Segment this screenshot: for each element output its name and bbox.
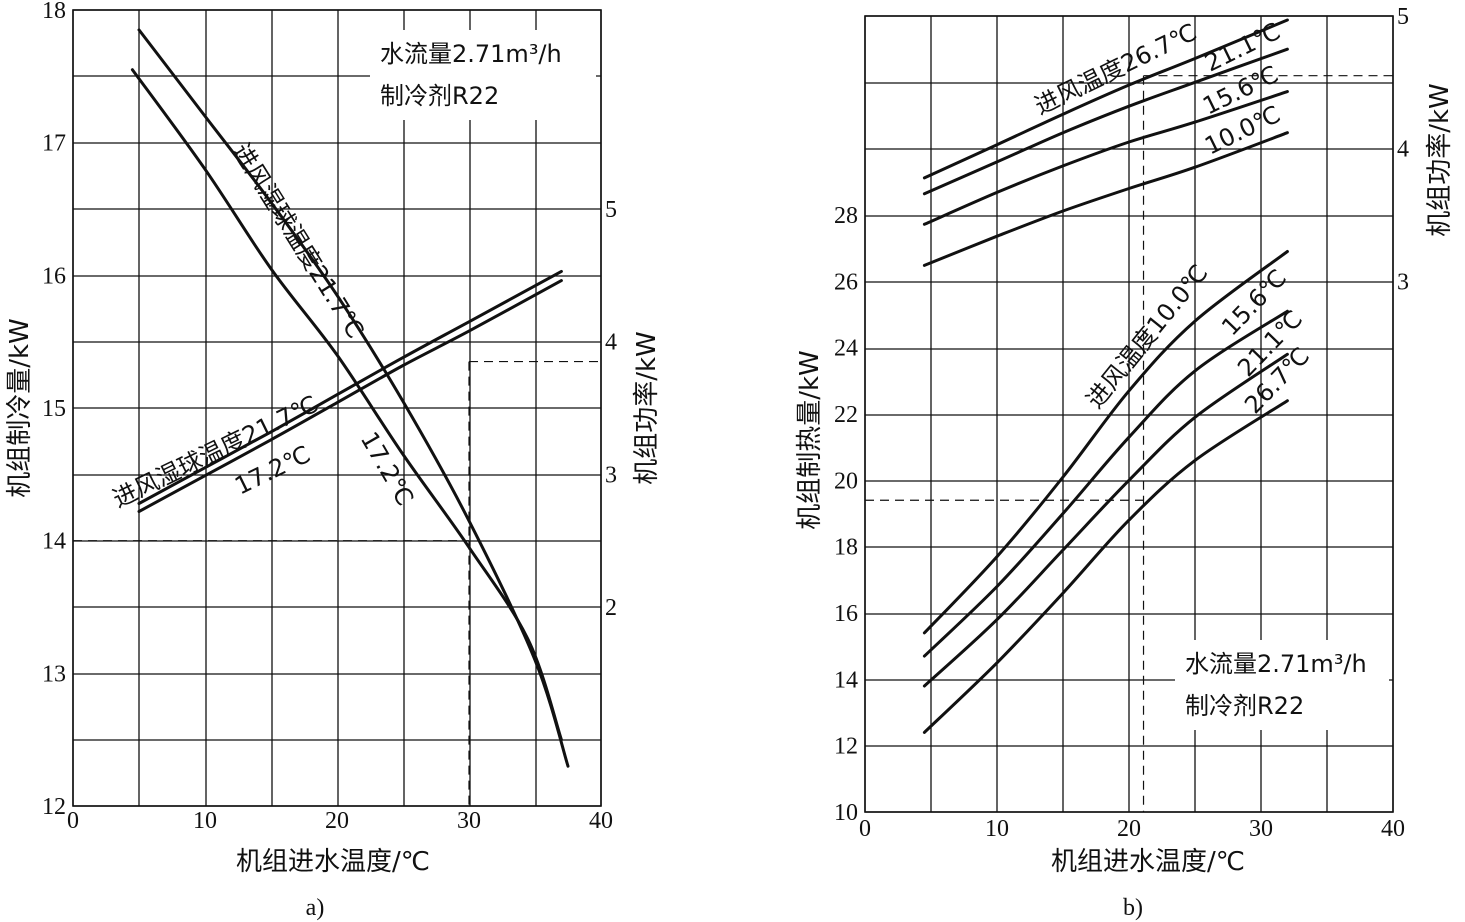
series-line-2 [922,309,1289,658]
y-tick-label: 16 [834,601,858,627]
curve-label-2: 17.2℃ [355,427,419,511]
info-box-line-2: 制冷剂R22 [1185,692,1304,720]
y-tick-label: 24 [834,336,858,362]
y2-axis-title: 机组功率/kW [1425,83,1455,237]
info-box-background [370,30,596,120]
x-tick-label: 30 [1249,816,1273,842]
curve-label-1: 进风湿球温度21.7℃ [227,138,370,343]
series-line-5 [922,18,1289,180]
x-tick-label: 40 [1381,816,1405,842]
y-tick-label: 14 [834,667,858,693]
y2-tick-label: 3 [1397,269,1409,295]
plot-frame [72,9,602,807]
series-line-7 [922,90,1289,226]
x-axis-title: 机组进水温度/℃ [1051,847,1245,877]
series-line-3 [137,269,563,505]
series-line-4 [922,399,1289,734]
y-tick-label: 15 [42,396,66,422]
y-axis-title: 机组制热量/kW [795,350,825,530]
series-line-2 [130,68,563,742]
x-tick-label: 0 [67,808,79,834]
x-tick-label: 0 [859,816,871,842]
y-tick-label: 18 [42,0,66,24]
x-tick-label: 40 [589,808,613,834]
y-tick-label: 17 [42,131,66,157]
chart-a: 水流量2.71m³/h制冷剂R22进风湿球温度21.7℃17.2℃进风湿球温度2… [5,0,662,921]
y2-tick-label: 2 [605,595,617,621]
y-tick-label: 12 [834,734,858,760]
series-line-6 [922,47,1289,196]
series-line-1 [922,250,1289,635]
x-tick-label: 10 [985,816,1009,842]
y-tick-label: 20 [834,468,858,494]
series-line-4 [137,279,563,513]
plot-frame [864,15,1394,813]
curve-label-1: 进风温度26.7℃ [1030,18,1201,120]
y2-axis-title: 机组功率/kW [632,331,662,485]
panel-label: b) [1123,895,1143,921]
y2-tick-label: 3 [605,462,617,488]
x-axis-title: 机组进水温度/℃ [236,847,430,877]
x-tick-label: 20 [325,808,349,834]
y-tick-label: 18 [834,535,858,561]
y-tick-label: 28 [834,203,858,229]
y-tick-label: 16 [42,263,66,289]
y-axis-title: 机组制冷量/kW [5,318,35,498]
info-box-background [1175,640,1389,730]
y2-tick-label: 4 [605,330,617,356]
info-box-line-1: 水流量2.71m³/h [380,40,562,68]
series-line-3 [922,352,1289,688]
y-tick-label: 10 [834,800,858,826]
y-tick-label: 14 [42,529,66,555]
x-tick-label: 10 [193,808,217,834]
x-tick-label: 20 [1117,816,1141,842]
y2-tick-label: 5 [605,197,617,223]
x-tick-label: 30 [457,808,481,834]
y-tick-label: 12 [42,794,66,820]
y-tick-label: 22 [834,402,858,428]
series-line-1 [137,28,570,768]
y-tick-label: 26 [834,269,858,295]
info-box-line-1: 水流量2.71m³/h [1185,650,1367,678]
y2-tick-label: 5 [1397,4,1409,30]
panel-label: a) [306,895,325,921]
y2-tick-label: 4 [1397,137,1409,163]
info-box-line-2: 制冷剂R22 [380,82,499,110]
y-tick-label: 13 [42,661,66,687]
series-line-8 [922,131,1289,267]
